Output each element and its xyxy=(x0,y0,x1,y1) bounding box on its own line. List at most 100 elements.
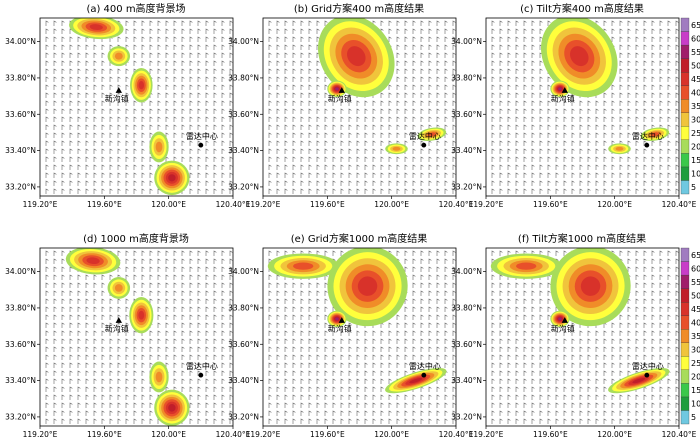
wind-barb xyxy=(420,148,424,154)
wind-barb xyxy=(643,346,647,352)
wind-barb xyxy=(499,314,503,320)
wind-barb xyxy=(515,410,519,416)
panel-c: (c) Tilt方案400 m高度结果 119.20°E 119.60°E 120.… xyxy=(451,2,696,209)
wind-barb xyxy=(189,76,193,82)
colorbar-label: 25 xyxy=(691,359,700,368)
wind-barb xyxy=(221,370,225,376)
wind-barb xyxy=(404,84,408,90)
wind-barb xyxy=(189,20,193,26)
wind-barb xyxy=(181,362,185,368)
wind-barb xyxy=(324,92,328,98)
wind-barb xyxy=(651,386,655,392)
wind-barb xyxy=(539,188,543,194)
wind-barb xyxy=(316,354,320,360)
wind-barb xyxy=(491,60,495,66)
wind-barb xyxy=(141,386,145,392)
wind-barb xyxy=(213,250,217,256)
wind-barb xyxy=(491,140,495,146)
echo-contour-55dbz xyxy=(335,317,339,321)
wind-barb xyxy=(412,314,416,320)
wind-barb xyxy=(643,188,647,194)
wind-barb xyxy=(635,84,639,90)
wind-barb xyxy=(69,322,73,328)
wind-barb xyxy=(420,116,424,122)
echo-contour-35dbz xyxy=(615,146,624,151)
wind-barb xyxy=(109,330,113,336)
wind-barb xyxy=(452,68,456,74)
wind-barb xyxy=(523,306,527,312)
wind-barb xyxy=(77,84,81,90)
wind-barb xyxy=(587,370,591,376)
wind-barb xyxy=(643,338,647,344)
wind-barb xyxy=(229,20,233,26)
wind-barb xyxy=(619,68,623,74)
wind-barb xyxy=(563,402,567,408)
wind-barb xyxy=(157,282,161,288)
wind-barb xyxy=(372,402,376,408)
wind-barb xyxy=(181,108,185,114)
wind-barb xyxy=(85,330,89,336)
colorbar-label: 10 xyxy=(691,170,700,179)
wind-barb xyxy=(404,180,408,186)
wind-barb xyxy=(308,298,312,304)
wind-barb xyxy=(85,298,89,304)
wind-barb xyxy=(93,92,97,98)
wind-barb xyxy=(412,362,416,368)
wind-barb xyxy=(659,250,663,256)
wind-barb xyxy=(213,36,217,42)
wind-barb xyxy=(324,314,328,320)
wind-barb xyxy=(181,52,185,58)
wind-barb xyxy=(412,100,416,106)
wind-barb xyxy=(181,20,185,26)
wind-barb xyxy=(53,132,57,138)
wind-barb xyxy=(515,298,519,304)
wind-barb xyxy=(515,116,519,122)
wind-barb xyxy=(181,92,185,98)
wind-barb xyxy=(651,164,655,170)
wind-barb xyxy=(667,282,671,288)
wind-barb xyxy=(181,298,185,304)
wind-barb xyxy=(595,386,599,392)
wind-barb xyxy=(428,20,432,26)
wind-barb xyxy=(85,338,89,344)
wind-barb xyxy=(635,410,639,416)
colorbar-segment xyxy=(680,356,690,370)
wind-barb xyxy=(45,52,49,58)
wind-barb xyxy=(181,370,185,376)
wind-barb xyxy=(268,92,272,98)
wind-barb xyxy=(268,124,272,130)
wind-barb xyxy=(189,108,193,114)
wind-barb xyxy=(635,156,639,162)
wind-barb xyxy=(117,76,121,82)
wind-barb xyxy=(316,148,320,154)
wind-barb xyxy=(531,124,535,130)
wind-barb xyxy=(436,354,440,360)
wind-barb xyxy=(93,322,97,328)
wind-barb xyxy=(213,418,217,424)
wind-barb xyxy=(627,28,631,34)
wind-barb xyxy=(412,28,416,34)
wind-barb xyxy=(515,346,519,352)
wind-barb xyxy=(69,172,73,178)
wind-barb xyxy=(340,108,344,114)
wind-barb xyxy=(651,402,655,408)
wind-barb xyxy=(563,132,567,138)
wind-barb xyxy=(85,394,89,400)
wind-barb xyxy=(452,330,456,336)
wind-barb xyxy=(555,338,559,344)
wind-barb xyxy=(667,338,671,344)
wind-barb xyxy=(603,378,607,384)
wind-barb xyxy=(356,402,360,408)
wind-barb xyxy=(507,28,511,34)
wind-barb xyxy=(531,290,535,296)
wind-barb xyxy=(515,314,519,320)
wind-barb xyxy=(420,180,424,186)
wind-barb xyxy=(396,418,400,424)
wind-barb xyxy=(643,418,647,424)
wind-barb xyxy=(436,84,440,90)
wind-barb xyxy=(603,156,607,162)
wind-barb xyxy=(85,282,89,288)
wind-barb xyxy=(221,394,225,400)
wind-barb xyxy=(428,306,432,312)
wind-barb xyxy=(173,330,177,336)
